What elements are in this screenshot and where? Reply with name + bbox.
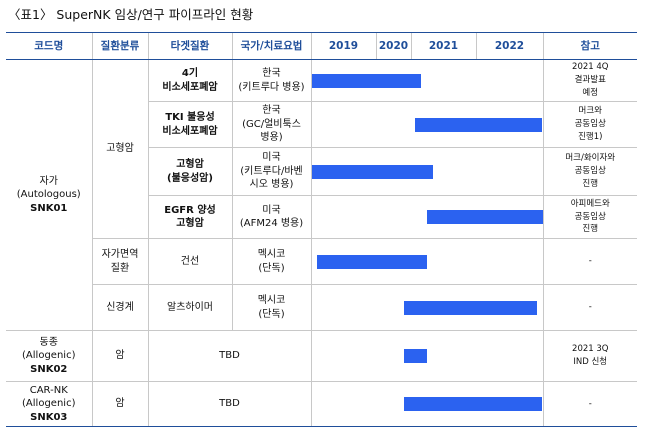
table-row: 자가면역 질환 건선 멕시코 (단독) -: [6, 238, 637, 285]
target-cell: 4기 비소세포폐암: [147, 59, 232, 102]
country-cell: 미국 (키트루다/바벤 시오 병용): [231, 147, 311, 196]
code-snk03-kind: CAR-NK: [29, 384, 68, 396]
target-country-cell: TBD: [147, 381, 311, 427]
target-cell: 알츠하이머: [147, 284, 232, 331]
header-country: 국가/치료요법: [231, 32, 311, 60]
code-snk01-kind: 자가: [39, 175, 58, 187]
code-cell-snk03: CAR-NK (Allogenic) SNK03: [6, 381, 92, 427]
target-cell: 건선: [147, 238, 232, 285]
code-snk03-type: (Allogenic): [22, 398, 76, 410]
timeline-cell: [310, 284, 543, 331]
timeline-cell: [310, 147, 543, 196]
timeline-cell: [310, 238, 543, 285]
note-cell: 머크와 공동임상 진행1): [542, 101, 637, 148]
note-cell: 2021 3Q IND 신청: [542, 330, 637, 382]
header-note: 참고: [542, 32, 637, 60]
timeline-bar: [311, 164, 433, 179]
code-snk03-name: SNK03: [30, 411, 68, 423]
code-snk02-name: SNK02: [30, 363, 68, 375]
table-row: EGFR 양성 고형암 미국 (AFM24 병용) 아피메드와 공동임상 진행: [6, 195, 637, 239]
header-class: 질환분류: [91, 32, 148, 60]
class-cell-cancer-2: 암: [91, 330, 148, 382]
code-cell-snk01: 자가 (Autologous) SNK01: [6, 59, 92, 331]
timeline-cell: [310, 59, 543, 102]
header-2022: 2022: [475, 32, 543, 60]
country-cell: 멕시코 (단독): [231, 238, 311, 285]
code-cell-snk02: 동종 (Allogenic) SNK02: [6, 330, 92, 382]
timeline-bar: [403, 349, 427, 363]
table-row: 동종 (Allogenic) SNK02 암 TBD 2021 3Q IND 신청: [6, 330, 637, 382]
target-cell: 고형암 (불응성암): [147, 147, 232, 196]
timeline-cell: [310, 101, 543, 148]
country-cell: 미국 (AFM24 병용): [231, 195, 311, 239]
note-cell: -: [542, 381, 637, 427]
timeline-bar: [403, 300, 537, 315]
timeline-bar: [427, 210, 543, 224]
timeline-bar: [415, 117, 543, 132]
code-snk01-type: (Autologous): [16, 189, 81, 201]
timeline-cell: [310, 381, 543, 427]
table-row: 신경계 알츠하이머 멕시코 (단독) -: [6, 284, 637, 331]
class-cell-autoimmune: 자가면역 질환: [91, 238, 148, 285]
note-cell: -: [542, 284, 637, 331]
target-country-cell: TBD: [147, 330, 311, 382]
code-snk02-kind: 동종: [39, 336, 58, 348]
header-row: 코드명 질환분류 타겟질환 국가/치료요법 2019 2020 2021 202…: [6, 32, 637, 60]
note-cell: 아피메드와 공동임상 진행: [542, 195, 637, 239]
code-snk01-name: SNK01: [30, 202, 68, 214]
timeline-bar: [403, 397, 543, 411]
country-cell: 한국 (GC/얼비툭스 병용): [231, 101, 311, 148]
note-cell: -: [542, 238, 637, 285]
table-row: CAR-NK (Allogenic) SNK03 암 TBD -: [6, 381, 637, 427]
timeline-cell: [310, 195, 543, 239]
timeline-bar: [311, 73, 422, 88]
target-cell: TKI 불응성 비소세포폐암: [147, 101, 232, 148]
header-2020: 2020: [375, 32, 411, 60]
class-cell-solid: 고형암: [91, 59, 148, 239]
class-cell-neuro: 신경계: [91, 284, 148, 331]
table-row: 고형암 (불응성암) 미국 (키트루다/바벤 시오 병용) 머크/화이자와 공동임상 진행: [6, 147, 637, 196]
note-cell: 머크/화이자와 공동임상 진행: [542, 147, 637, 196]
target-cell: EGFR 양성 고형암: [147, 195, 232, 239]
timeline-cell: [310, 330, 543, 382]
table-row: TKI 불응성 비소세포폐암 한국 (GC/얼비툭스 병용) 머크와 공동임상 진행1): [6, 101, 637, 148]
table-row: 자가 (Autologous) SNK01 고형암 4기 비소세포폐암 한국 (키트…: [6, 59, 637, 331]
class-cell-cancer-3: 암: [91, 381, 148, 427]
pipeline-table: 코드명 질환분류 타겟질환 국가/치료요법 2019 2020 2021 202…: [6, 32, 637, 427]
country-cell: 한국 (키트루다 병용): [231, 59, 311, 102]
header-2021: 2021: [410, 32, 476, 60]
header-code: 코드명: [6, 32, 92, 60]
table-caption: 〈표1〉 SuperNK 임상/연구 파이프라인 현황: [8, 7, 254, 22]
header-target: 타겟질환: [147, 32, 232, 60]
code-snk02-type: (Allogenic): [22, 350, 76, 362]
header-2019: 2019: [310, 32, 376, 60]
timeline-bar: [317, 254, 427, 269]
note-cell: 2021 4Q 결과발표 예정: [542, 59, 637, 102]
country-cell: 멕시코 (단독): [231, 284, 311, 331]
